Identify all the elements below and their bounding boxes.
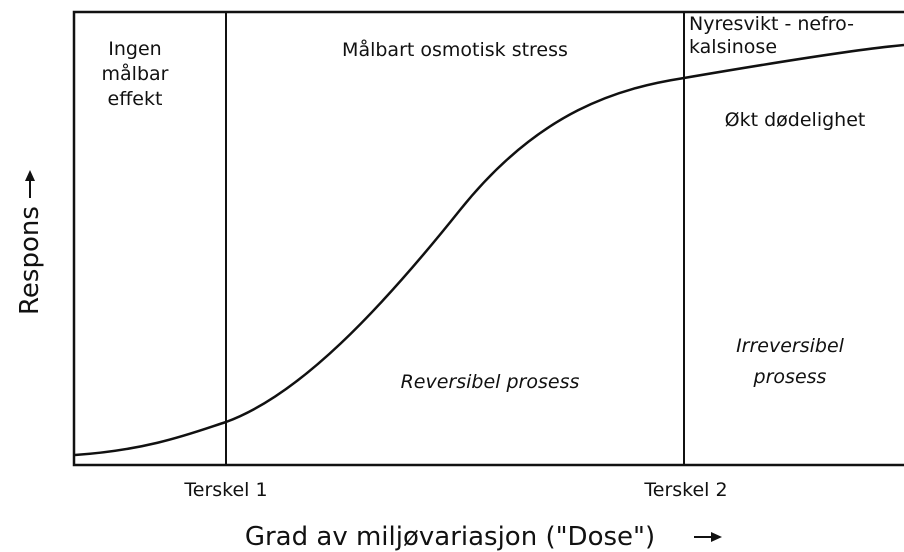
response-curve bbox=[74, 43, 904, 457]
region-note: prosess bbox=[753, 366, 827, 388]
region-label: målbar bbox=[102, 62, 169, 85]
x-axis-label: Grad av miljøvariasjon ("Dose") bbox=[245, 522, 655, 552]
region-label: kalsinose bbox=[689, 36, 777, 58]
threshold-label: Terskel 2 bbox=[643, 479, 727, 501]
y-arrow bbox=[25, 170, 35, 198]
plot-frame bbox=[72, 10, 904, 467]
region-note: Irreversibel bbox=[736, 335, 845, 357]
region-label: effekt bbox=[108, 88, 163, 110]
threshold-label: Terskel 1 bbox=[183, 479, 267, 501]
x-arrow bbox=[694, 532, 722, 542]
region-sub: Økt dødelighet bbox=[725, 109, 866, 131]
region-label: Målbart osmotisk stress bbox=[342, 38, 568, 61]
region-note: Reversibel prosess bbox=[401, 371, 580, 393]
region-label: Nyresvikt - nefro- bbox=[689, 13, 854, 35]
region-label: Ingen bbox=[108, 38, 161, 60]
y-axis-label: Respons bbox=[15, 206, 45, 315]
